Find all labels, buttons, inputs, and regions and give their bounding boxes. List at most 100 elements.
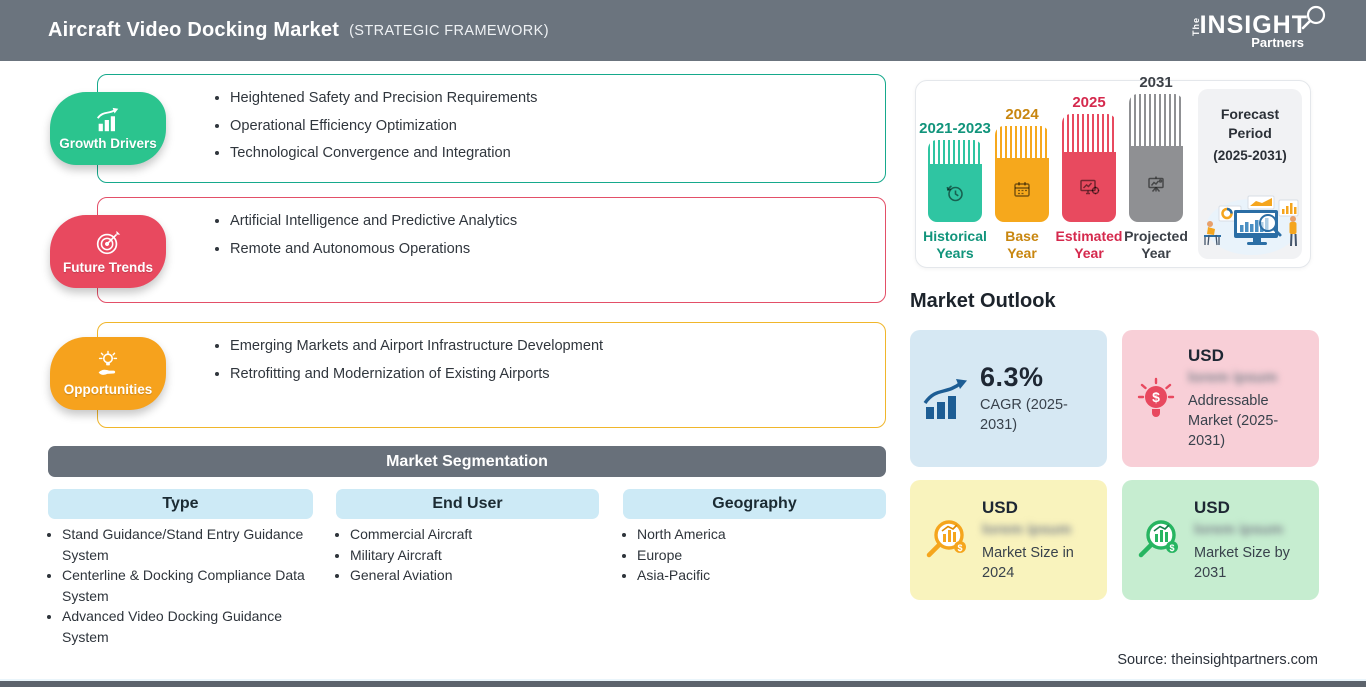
logo-sub-text: Partners [1251,34,1304,50]
bar-shape [995,126,1049,222]
bar-estimated-year: 2025 Estimated Year [1056,94,1123,261]
list-item: Heightened Safety and Precision Requirem… [230,85,861,113]
logo-the-text: The [1190,16,1201,36]
svg-text:$: $ [1152,389,1160,405]
list-item: Commercial Aircraft [350,524,600,545]
list-item: General Aviation [350,565,600,586]
currency-label: USD [1188,346,1224,365]
bar-year-label: 2024 [1005,106,1039,123]
segment-list-type: Stand Guidance/Stand Entry Guidance Syst… [48,524,324,648]
bar-shape [1129,94,1183,222]
list-item: Retrofitting and Modernization of Existi… [230,361,861,389]
bar-projected-year: 2031 Projected Year [1124,74,1188,261]
target-dart-icon [96,230,121,255]
bar-year-label: 2021-2023 [919,120,991,137]
bar-stripe-cap [1062,114,1116,152]
bar-shape [928,140,982,222]
list-item: North America [637,524,887,545]
calendar-icon [1014,182,1030,197]
list-item: Operational Efficiency Optimization [230,113,861,141]
list-item: Asia-Pacific [637,565,887,586]
magnifier-icon [1301,5,1326,29]
svg-text:$: $ [1169,543,1174,553]
list-item: Artificial Intelligence and Predictive A… [230,208,861,236]
market-outlook-title: Market Outlook [910,290,1056,312]
bottom-hairline [0,679,1366,681]
bar-shape [1062,114,1116,222]
growth-chart-icon [96,107,119,132]
page-title: Aircraft Video Docking Market [48,19,340,41]
list-item: Advanced Video Docking Guidance System [62,606,324,647]
card-caption: Market Size by 2031 [1194,544,1290,581]
timeline-bars: 2021-2023 Historical Years 2024 [919,74,1188,261]
addressable-market-card: $ USD lorem ipsum Addressable Market (20… [1122,330,1319,467]
bar-caption: Base Year [1005,228,1039,261]
bar-year-label: 2025 [1072,94,1106,111]
bar-chart-arrow-icon [923,378,967,419]
timeline-card: 2021-2023 Historical Years 2024 [915,74,1311,268]
market-size-2031-card: $ USD lorem ipsum Market Size by 2031 [1122,480,1319,600]
page-subtitle: (STRATEGIC FRAMEWORK) [349,22,549,39]
cagr-caption: CAGR (2025-2031) [980,397,1068,433]
segment-header-type: Type [48,489,313,519]
forecast-line2: Period [1228,125,1272,141]
badge-label: Opportunities [63,382,153,397]
segment-header-enduser: End User [336,489,599,519]
forecast-period-panel: Forecast Period (2025-2031) [1198,89,1302,259]
future-trends-box: Artificial Intelligence and Predictive A… [97,197,886,303]
segment-list-geography: North America Europe Asia-Pacific [623,524,887,586]
badge-label: Future Trends [62,260,153,275]
monitor-analytics-icon [1080,179,1100,195]
segment-list-enduser: Commercial Aircraft Military Aircraft Ge… [336,524,600,586]
growth-drivers-box: Heightened Safety and Precision Requirem… [97,74,886,183]
segmentation-title-bar: Market Segmentation [48,446,886,477]
header-bar: Aircraft Video Docking Market (STRATEGIC… [0,0,1366,61]
bar-caption: Estimated Year [1055,228,1123,261]
bar-stripe-cap [995,126,1049,158]
bulb-dollar-icon: $ [1137,377,1175,417]
future-trends-list: Artificial Intelligence and Predictive A… [98,198,885,263]
bottom-bar [0,681,1366,687]
growth-drivers-list: Heightened Safety and Precision Requirem… [98,75,885,168]
bar-base-year: 2024 Base Year [995,106,1049,261]
bar-caption: Projected Year [1124,228,1188,261]
analysis-illustration [1204,195,1299,255]
growth-drivers-badge: Growth Drivers [50,92,166,165]
future-trends-badge: Future Trends [50,215,166,288]
forecast-range: (2025-2031) [1213,148,1287,163]
badge-label: Growth Drivers [59,136,157,151]
opportunities-box: Emerging Markets and Airport Infrastruct… [97,322,886,428]
blurred-value: lorem ipsum [1194,520,1284,538]
list-item: Emerging Markets and Airport Infrastruct… [230,333,861,361]
blurred-value: lorem ipsum [982,520,1072,538]
projection-screen-icon [1148,176,1164,192]
bar-caption: Historical Years [923,228,987,261]
bar-year-label: 2031 [1139,74,1173,91]
source-attribution: Source: theinsightpartners.com [1117,652,1318,668]
blurred-value: lorem ipsum [1188,369,1278,386]
company-logo: The INSIGHT Partners [1191,5,1326,50]
list-item: Technological Convergence and Integratio… [230,140,861,168]
opportunities-badge: Opportunities [50,337,166,410]
magnifier-chart-orange-icon: $ [926,520,966,558]
currency-label: USD [1194,497,1230,517]
market-size-2024-card: $ USD lorem ipsum Market Size in 2024 [910,480,1107,600]
currency-label: USD [982,497,1018,517]
list-item: Centerline & Docking Compliance Data Sys… [62,565,324,606]
card-caption: Addressable Market (2025-2031) [1188,393,1279,449]
list-item: Military Aircraft [350,545,600,566]
cagr-value: 6.3% [980,362,1044,392]
forecast-line1: Forecast [1220,106,1280,122]
list-item: Remote and Autonomous Operations [230,236,861,264]
cagr-card: 6.3% CAGR (2025-2031) [910,330,1107,467]
list-item: Stand Guidance/Stand Entry Guidance Syst… [62,524,324,565]
card-caption: Market Size in 2024 [982,544,1074,581]
bar-stripe-cap [1129,94,1183,146]
logo-name-text: INSIGHT [1199,10,1308,39]
segment-header-geography: Geography [623,489,886,519]
opportunities-list: Emerging Markets and Airport Infrastruct… [98,323,885,388]
clock-history-icon [946,185,963,202]
bulb-hand-icon [98,350,118,375]
magnifier-chart-green-icon: $ [1138,520,1178,558]
